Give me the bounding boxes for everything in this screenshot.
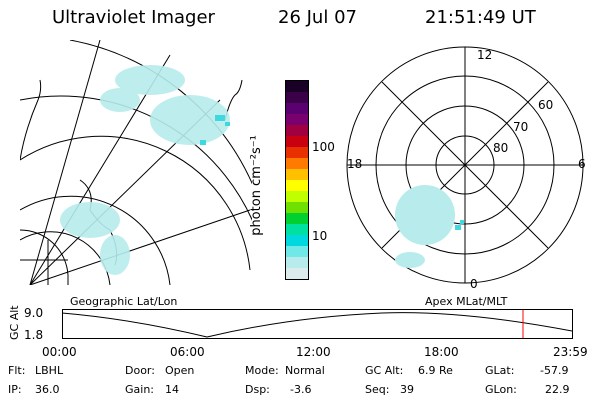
status-seq-key: Seq: [365,383,390,396]
colorbar-stop [286,235,308,247]
timeline-plot [62,309,573,339]
status-flt-key: Flt: [8,364,26,377]
emission-specks [60,65,230,275]
altitude-curve [62,312,573,338]
colorbar-stop [286,191,308,203]
polar-caption: Apex MLat/MLT [425,295,508,308]
status-dsp-value: -3.6 [290,383,312,396]
geo-caption: Geographic Lat/Lon [70,295,178,308]
status-mode-value: Normal [285,364,325,377]
status-ip-key: IP: [8,383,22,396]
timeline-xtick-1: 06:00 [170,345,205,359]
timeline-xtick-3: 18:00 [424,345,459,359]
colorbar-stop [286,213,308,225]
status-seq-value: 39 [400,383,414,396]
polar-plot-panel [346,46,584,284]
timeline-xtick-4: 23:59 [553,345,588,359]
timeline-ytick-top: 9.0 [24,306,44,320]
status-glon-key: GLon: [485,383,517,396]
colorbar-stop [286,224,308,236]
status-dsp-key: Dsp: [245,383,270,396]
lat-label-60: 60 [538,98,554,112]
colorbar-stop [286,114,308,126]
timeline-ytick-bottom: 1.8 [24,328,44,342]
colorbar-unit-label: photon cm⁻²s⁻¹ [248,135,264,236]
status-gain-key: Gain: [125,383,154,396]
lat-arc-3 [20,195,171,285]
status-glon-value: 22.9 [545,383,570,396]
lat-arc-4 [20,231,111,285]
colorbar-tick-10: 10 [312,229,328,243]
timeline-axis-title: GC Alt [8,305,21,340]
status-ip-value: 36.0 [35,383,60,396]
status-door-key: Door: [125,364,155,377]
status-glat-value: -57.9 [540,364,569,377]
status-door-value: Open [165,364,195,377]
colorbar-stop [286,169,308,181]
colorbar-stop [286,147,308,159]
timeline-xtick-2: 12:00 [296,345,331,359]
mlt-label-left: 18 [347,157,363,171]
colorbar-stop [286,180,308,192]
status-gcalt-key: GC Alt: [365,364,404,377]
mlt-label-bottom: 0 [470,277,478,291]
colorbar-stop [286,257,308,269]
lat-label-70: 70 [513,120,529,134]
colorbar-stop [286,202,308,214]
time-label: 21:51:49 UT [425,7,536,28]
colorbar-stop [286,81,308,93]
colorbar-tick-100: 100 [312,140,335,154]
colorbar-stop [286,125,308,137]
mlt-label-top: 12 [477,48,493,62]
instrument-title: Ultraviolet Imager [52,7,215,28]
colorbar-stop [286,246,308,258]
colorbar-stop [286,136,308,148]
colorbar-stop [286,268,308,279]
colorbar-stop [286,103,308,115]
colorbar [285,80,309,280]
lat-label-80: 80 [493,141,509,155]
status-flt-value: LBHL [35,364,64,377]
status-gain-value: 14 [165,383,179,396]
status-mode-key: Mode: [245,364,279,377]
colorbar-stop [286,92,308,104]
status-gcalt-value: 6.9 Re [418,364,453,377]
timeline-xtick-0: 00:00 [42,345,77,359]
status-glat-key: GLat: [485,364,515,377]
geographic-map-panel [20,40,252,285]
lat-arc-5 [69,40,252,185]
mlt-label-right: 6 [578,157,586,171]
colorbar-stop [286,158,308,170]
lat-arc-1 [20,135,251,271]
date-label: 26 Jul 07 [278,7,357,28]
